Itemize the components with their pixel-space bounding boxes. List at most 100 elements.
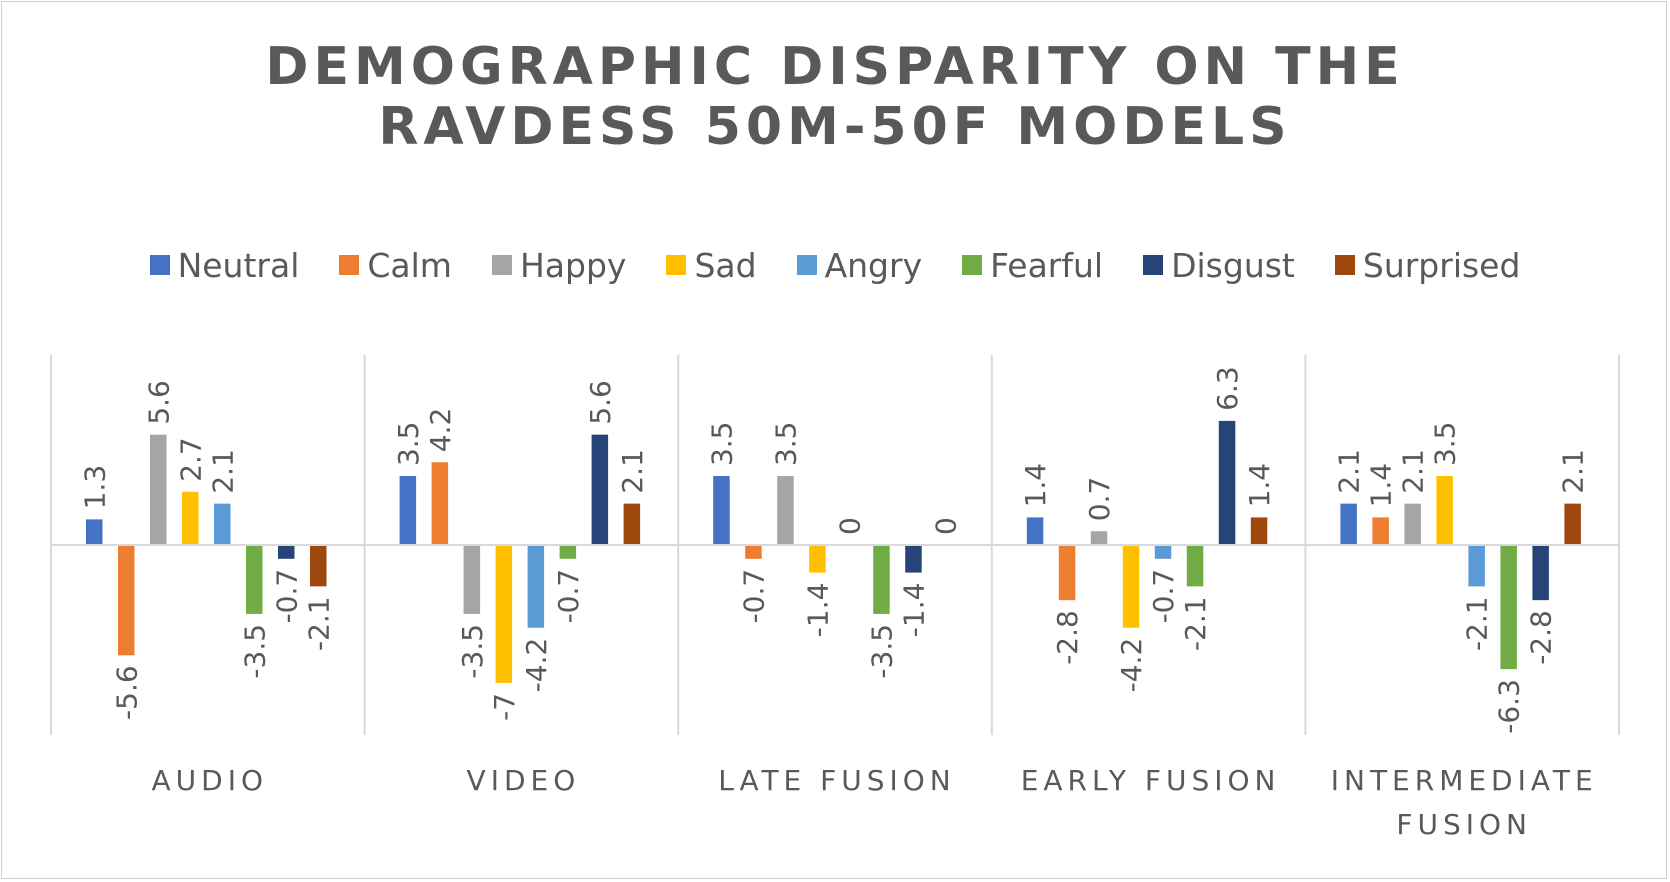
data-label-fearful-4: -6.3 [1493, 679, 1526, 734]
data-label-happy-0: 5.6 [142, 380, 175, 425]
data-label-sad-2: -1.4 [801, 583, 834, 638]
bar-surprised-4 [1564, 503, 1581, 545]
legend-item-sad: Sad [666, 245, 757, 285]
bar-happy-2 [777, 476, 794, 545]
legend-item-disgust: Disgust [1143, 246, 1295, 285]
bar-calm-4 [1372, 517, 1389, 545]
chart-title: DEMOGRAPHIC DISPARITY ON THE RAVDESS 50M… [0, 37, 1670, 158]
bar-angry-4 [1468, 545, 1485, 587]
data-label-happy-3: 0.7 [1083, 477, 1116, 522]
data-label-surprised-2: 0 [929, 517, 962, 535]
legend-label-happy: Happy [519, 245, 627, 285]
bar-disgust-0 [278, 545, 295, 559]
legend-label-fearful: Fearful [990, 245, 1104, 285]
bar-neutral-1 [399, 476, 417, 545]
data-label-calm-2: -0.7 [737, 569, 770, 624]
chart-title-line-2: RAVDESS 50M-50F MODELS [378, 96, 1292, 157]
category-tick-label: AUDIO [152, 764, 269, 797]
bar-sad-1 [495, 545, 513, 683]
category-tick-label: EARLY FUSION [1021, 764, 1281, 797]
bar-neutral-3 [1026, 517, 1044, 545]
chart-legend: Neutral Calm Happy Sad Angry Fearful Disgust Su… [0, 240, 1670, 290]
bar-disgust-1 [591, 434, 609, 545]
bar-disgust-3 [1218, 420, 1236, 545]
bar-sad-3 [1122, 545, 1140, 628]
bar-fearful-1 [559, 545, 577, 559]
data-label-angry-1: -4.2 [520, 638, 553, 693]
data-label-neutral-1: 3.5 [392, 422, 425, 467]
bar-calm-2 [745, 545, 762, 559]
legend-label-disgust: Disgust [1171, 245, 1295, 285]
data-label-surprised-3: 1.4 [1243, 463, 1276, 508]
legend-swatch-calm [339, 255, 360, 275]
category-tick-label: VIDEO [467, 764, 581, 797]
bar-neutral-0 [86, 519, 103, 545]
data-label-fearful-1: -0.7 [552, 569, 585, 624]
data-label-happy-1: -3.5 [456, 624, 489, 679]
bar-surprised-1 [623, 503, 641, 545]
bar-fearful-4 [1500, 545, 1517, 670]
bar-fearful-2 [873, 545, 890, 614]
data-label-surprised-0: -2.1 [302, 596, 335, 651]
bar-happy-0 [150, 434, 167, 545]
bar-neutral-4 [1340, 503, 1357, 545]
legend-item-calm: Calm [339, 246, 452, 285]
legend-item-neutral: Neutral [149, 245, 300, 285]
bar-disgust-4 [1532, 545, 1549, 601]
data-label-calm-4: 1.4 [1365, 463, 1398, 508]
legend-swatch-angry [796, 255, 817, 275]
data-label-neutral-2: 3.5 [705, 422, 738, 467]
bar-angry-0 [214, 503, 231, 545]
data-label-sad-3: -4.2 [1115, 638, 1148, 693]
data-label-fearful-2: -3.5 [865, 624, 898, 679]
category-tick-label: LATE FUSION [718, 764, 956, 797]
bar-sad-0 [182, 491, 199, 545]
legend-swatch-disgust [1143, 255, 1164, 275]
category-tick-label: FUSION [1396, 808, 1532, 841]
data-label-calm-0: -5.6 [110, 665, 143, 720]
bar-happy-3 [1090, 531, 1108, 545]
chart-title-line-1: DEMOGRAPHIC DISPARITY ON THE [265, 37, 1405, 97]
bar-disgust-2 [905, 545, 922, 573]
bar-surprised-0 [310, 545, 327, 587]
data-label-fearful-3: -2.1 [1179, 596, 1212, 651]
data-label-happy-4: 2.1 [1397, 449, 1430, 494]
bar-sad-4 [1436, 476, 1453, 545]
bar-angry-3 [1154, 545, 1172, 559]
legend-label-sad: Sad [694, 245, 757, 285]
data-label-surprised-1: 2.1 [616, 449, 649, 494]
bar-happy-4 [1404, 503, 1421, 545]
data-label-disgust-4: -2.8 [1525, 610, 1558, 665]
bar-calm-3 [1058, 545, 1076, 601]
legend-swatch-sad [666, 255, 687, 275]
legend-swatch-happy [491, 255, 512, 275]
legend-label-surprised: Surprised [1362, 245, 1521, 285]
legend-item-surprised: Surprised [1334, 245, 1521, 285]
bar-calm-1 [431, 462, 449, 545]
bar-calm-0 [118, 545, 135, 656]
legend-swatch-neutral [149, 255, 170, 275]
data-label-sad-4: 3.5 [1429, 422, 1462, 467]
data-label-disgust-1: 5.6 [584, 380, 617, 425]
legend-label-angry: Angry [824, 245, 923, 285]
bar-surprised-3 [1250, 517, 1268, 545]
bar-angry-1 [527, 545, 545, 628]
data-label-happy-2: 3.5 [769, 422, 802, 467]
legend-label-calm: Calm [367, 245, 452, 285]
data-label-neutral-3: 1.4 [1019, 463, 1052, 508]
data-label-neutral-0: 1.3 [78, 465, 111, 510]
data-label-sad-1: -7 [488, 693, 521, 721]
bar-neutral-2 [713, 476, 730, 545]
bar-sad-2 [809, 545, 826, 573]
legend-item-fearful: Fearful [962, 246, 1103, 285]
data-label-surprised-4: 2.1 [1557, 449, 1590, 494]
data-label-angry-3: -0.7 [1147, 569, 1180, 624]
category-tick-label: INTERMEDIATE [1331, 764, 1598, 797]
data-label-calm-3: -2.8 [1051, 610, 1084, 665]
legend-swatch-fearful [962, 255, 983, 275]
data-label-disgust-0: -0.7 [270, 569, 303, 624]
legend-label-neutral: Neutral [177, 245, 300, 285]
legend-item-angry: Angry [796, 245, 923, 285]
